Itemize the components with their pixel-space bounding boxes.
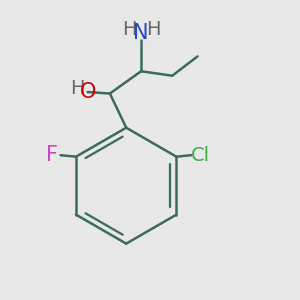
- Text: N: N: [133, 23, 149, 44]
- Text: H: H: [122, 20, 136, 39]
- Text: Cl: Cl: [190, 146, 210, 165]
- Text: O: O: [80, 82, 96, 102]
- Text: F: F: [46, 145, 58, 165]
- Text: H: H: [70, 79, 84, 98]
- Text: H: H: [146, 20, 160, 39]
